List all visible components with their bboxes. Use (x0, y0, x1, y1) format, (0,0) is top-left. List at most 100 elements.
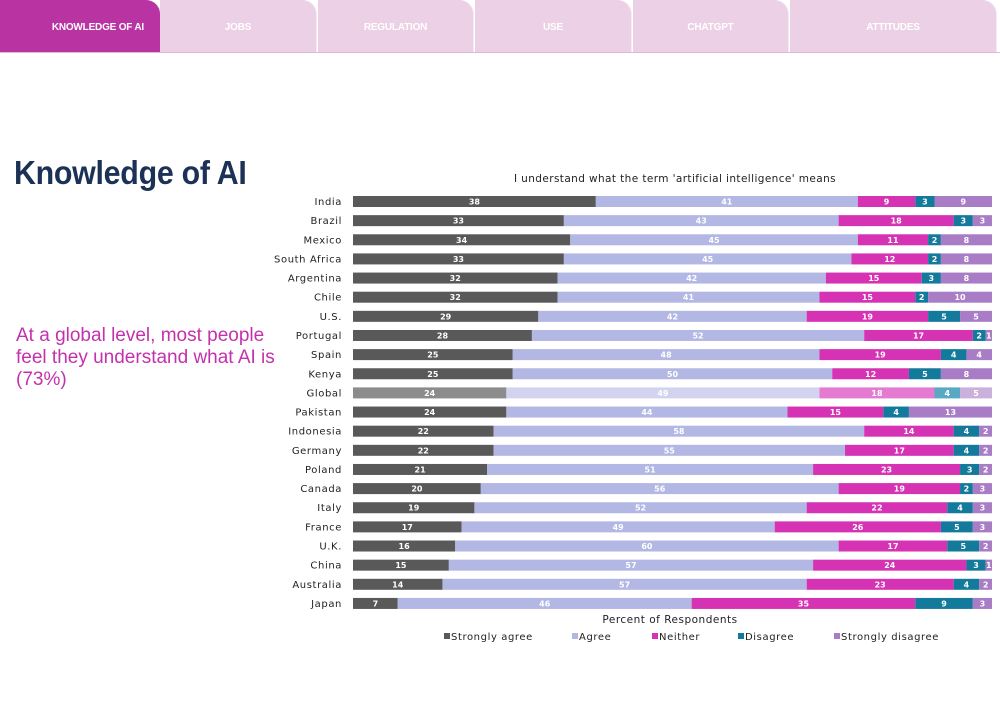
tab-regulation[interactable]: REGULATION (318, 0, 473, 52)
data-label: 49 (657, 389, 669, 398)
legend-label-strongly-agree: Strongly agree (451, 632, 533, 643)
bar-segment-strongly-disagree (972, 597, 992, 609)
category-label: China (310, 561, 342, 572)
tab-label: USE (543, 21, 563, 33)
tab-use[interactable]: USE (475, 0, 631, 52)
bar-segment-agree (455, 540, 839, 552)
legend-label-disagree: Disagree (745, 632, 794, 643)
data-label: 4 (964, 427, 970, 436)
bar-segment-neither (838, 540, 948, 552)
bar-segment-disagree (908, 368, 941, 380)
legend-label-neither: Neither (659, 632, 700, 643)
bar-segment-strongly-agree (353, 349, 513, 361)
bar-segment-disagree (915, 291, 929, 303)
tab-chatgpt[interactable]: CHATGPT (633, 0, 788, 52)
bar-segment-disagree (947, 540, 980, 552)
data-label: 57 (619, 580, 630, 589)
bar-segment-strongly-disagree (940, 368, 992, 380)
bar-segment-disagree (972, 329, 986, 341)
category-label: U.S. (320, 312, 342, 323)
data-label: 2 (983, 580, 989, 589)
data-label: 33 (453, 255, 464, 264)
category-label: Canada (300, 484, 342, 495)
category-label: France (305, 522, 342, 533)
category-label: Poland (305, 465, 342, 476)
data-label: 10 (954, 293, 966, 302)
bar-segment-strongly-agree (353, 291, 558, 303)
data-label: 7 (373, 599, 379, 608)
data-label: 2 (932, 255, 938, 264)
bar-segment-strongly-disagree (979, 540, 992, 552)
data-label: 19 (408, 504, 420, 513)
tab-label: CHATGPT (687, 21, 734, 33)
data-label: 52 (692, 331, 703, 340)
legend-swatch-neither (652, 633, 658, 639)
data-label: 4 (944, 389, 950, 398)
category-label: Germany (292, 446, 342, 457)
legend-label-agree: Agree (579, 632, 611, 643)
data-label: 41 (721, 198, 733, 207)
tab-label: JOBS (224, 21, 252, 33)
data-label: 33 (453, 217, 464, 226)
bar-segment-strongly-disagree (972, 215, 992, 227)
bar-segment-agree (557, 272, 826, 284)
data-label: 1 (986, 331, 992, 340)
chart-row: South Africa 33 45 12 2 8 (274, 253, 992, 265)
bar-segment-neither (691, 597, 916, 609)
bar-segment-agree (480, 483, 839, 495)
tab-attitudes[interactable]: ATTITUDES (790, 0, 996, 52)
chart-row: India 38 41 9 3 9 (314, 196, 992, 208)
bar-segment-neither (845, 444, 954, 456)
legend-label-strongly-disagree: Strongly disagree (841, 632, 939, 643)
bar-segment-neither (851, 253, 929, 265)
bar-segment-strongly-agree (353, 540, 456, 552)
bar-segment-strongly-agree (353, 368, 513, 380)
bar-segment-neither (819, 349, 941, 361)
bar-segment-agree (531, 329, 865, 341)
bar-segment-neither (806, 502, 948, 514)
data-label: 35 (798, 599, 810, 608)
data-label: 2 (932, 236, 938, 245)
bar-segment-agree (570, 234, 858, 246)
bar-segment-strongly-disagree (960, 310, 992, 322)
bar-segment-strongly-agree (353, 444, 494, 456)
category-label: South Africa (274, 254, 342, 265)
category-label: Kenya (308, 369, 342, 380)
tab-label: ATTITUDES (866, 21, 920, 33)
chart-row: Mexico 34 45 11 2 8 (303, 234, 992, 246)
bar-segment-disagree (928, 310, 961, 322)
bar-segment-agree (474, 502, 807, 514)
bar-segment-strongly-agree (353, 196, 596, 207)
tab-knowledge-of-ai[interactable]: KNOWLEDGE OF AI (0, 0, 160, 52)
chart-row: Germany 22 55 17 4 2 (292, 444, 992, 457)
data-label: 15 (868, 274, 880, 283)
tab-divider (0, 52, 1000, 53)
data-label: 2 (976, 331, 982, 340)
bar-segment-disagree (934, 387, 961, 399)
x-axis-label: Percent of Respondents (602, 614, 737, 626)
bar-segment-strongly-disagree (908, 406, 992, 418)
bar-segment-strongly-disagree (979, 425, 992, 437)
bar-segment-disagree (947, 502, 973, 514)
data-label: 18 (891, 217, 903, 226)
bar-segment-strongly-agree (353, 272, 558, 284)
bar-segment-agree (461, 521, 775, 533)
tab-jobs[interactable]: JOBS (160, 0, 316, 52)
bar-segment-strongly-disagree (934, 196, 992, 207)
bar-segment-agree (512, 349, 820, 361)
data-label: 26 (852, 523, 864, 532)
data-label: 24 (424, 389, 436, 398)
bar-segment-disagree (953, 215, 973, 227)
bar-segment-strongly-agree (353, 521, 462, 533)
bar-segment-disagree (953, 444, 980, 456)
chart-row: Australia 14 57 23 4 2 (292, 578, 992, 591)
bar-segment-strongly-agree (353, 387, 507, 399)
data-label: 3 (980, 217, 986, 226)
data-label: 5 (960, 542, 966, 551)
bar-segment-disagree (940, 521, 973, 533)
data-label: 57 (625, 561, 636, 570)
bar-segment-strongly-agree (353, 234, 571, 246)
data-label: 12 (884, 255, 895, 264)
bar-segment-disagree (921, 272, 941, 284)
data-label: 50 (667, 370, 679, 379)
